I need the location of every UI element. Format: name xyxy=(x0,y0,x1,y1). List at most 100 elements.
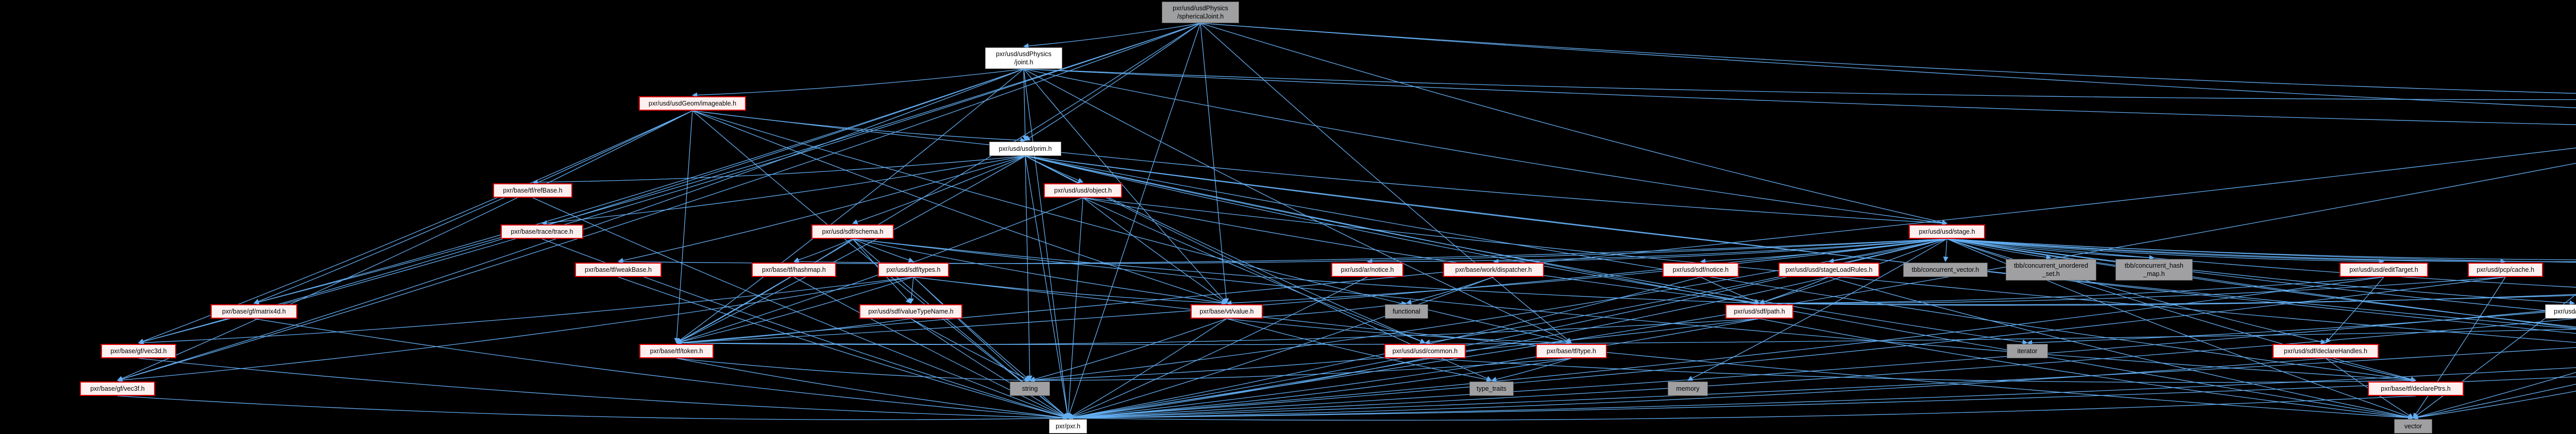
node-sdf_types[interactable]: pxr/usd/sdf/types.h xyxy=(878,263,949,277)
node-label: pxr/pxr.h xyxy=(1056,422,1080,430)
node-label: pxr/base/tf/weakBase.h xyxy=(585,266,652,273)
node-refbase[interactable]: pxr/base/tf/refBase.h xyxy=(493,183,572,198)
edge-declhandles-declptrs xyxy=(2325,358,2417,383)
edge-phys_tokens-tftoken xyxy=(675,147,2576,345)
node-sdf_notice[interactable]: pxr/usd/sdf/notice.h xyxy=(1663,263,1739,277)
node-typetraits[interactable]: type_traits xyxy=(1469,381,1514,396)
edge-root-prim xyxy=(1025,23,1201,141)
node-tftoken[interactable]: pxr/base/tf/token.h xyxy=(639,344,714,358)
edge-stage-primflags xyxy=(1946,238,2576,327)
edge-object-vtvalue xyxy=(1082,197,1227,304)
edge-prim-weakbase xyxy=(617,155,1026,264)
node-trace[interactable]: pxr/base/trace/trace.h xyxy=(501,224,583,239)
node-label: pxr/usd/ar/ar.h xyxy=(2554,307,2576,315)
node-prim[interactable]: pxr/usd/usd/prim.h xyxy=(989,142,1061,156)
node-iterator[interactable]: iterator xyxy=(2007,344,2048,358)
edge-popmask-pxrh xyxy=(1067,307,2576,421)
edge-imageable-matrix4d xyxy=(253,110,693,304)
node-label: pxr/usd/usdPhysics /sphericalJoint.h xyxy=(1173,4,1228,20)
node-label: functional xyxy=(1393,307,1420,315)
node-label: tbb/concurrent_vector.h xyxy=(1911,266,1979,273)
node-matrix4d[interactable]: pxr/base/gf/matrix4d.h xyxy=(211,304,297,319)
node-label: pxr/base/gf/matrix4d.h xyxy=(222,307,286,315)
edge-sdf_types-vtvalue xyxy=(913,276,1228,306)
edge-stage-tbb_uset xyxy=(1946,238,2052,260)
edge-tftype-pxrh xyxy=(1067,358,1572,421)
edge-dispatcher-pxrh xyxy=(1067,276,1494,420)
node-sdfpath[interactable]: pxr/usd/sdf/path.h xyxy=(1725,304,1793,319)
node-tftype[interactable]: pxr/base/tf/type.h xyxy=(1536,344,1607,358)
node-string[interactable]: string xyxy=(1010,381,1050,396)
node-label: pxr/usd/sdf/valueTypeName.h xyxy=(868,307,954,315)
edge-stage-arar xyxy=(1946,238,2575,306)
edge-vtn-string xyxy=(910,318,1030,381)
edge-weakbase-pxrh xyxy=(618,276,1069,420)
edge-refbase-pxrh xyxy=(532,197,1069,419)
edge-vtn-pxrh xyxy=(910,318,1069,419)
node-root[interactable]: pxr/usd/usdPhysics /sphericalJoint.h xyxy=(1162,2,1239,23)
node-stage[interactable]: pxr/usd/usd/stage.h xyxy=(1909,224,1985,239)
node-weakbase[interactable]: pxr/base/tf/weakBase.h xyxy=(575,263,662,277)
node-vector[interactable]: vector xyxy=(2394,419,2432,433)
node-tbb_uset[interactable]: tbb/concurrent_unordered _set.h xyxy=(2006,259,2096,281)
node-functional[interactable]: functional xyxy=(1385,304,1428,319)
edge-sdf_types-vec3f xyxy=(116,276,914,383)
node-joint[interactable]: pxr/usd/usdPhysics /joint.h xyxy=(985,47,1062,69)
edge-sdf_types-vec3d xyxy=(138,276,914,345)
node-vtvalue[interactable]: pxr/base/vt/value.h xyxy=(1191,304,1263,319)
node-label: pxr/base/tf/hashmap.h xyxy=(762,266,826,273)
edge-pcpcache-vector xyxy=(2413,276,2506,419)
edge-imageable-tftoken xyxy=(674,110,693,344)
node-label: tbb/concurrent_hash _map.h xyxy=(2125,262,2183,277)
node-label: type_traits xyxy=(1477,385,1506,392)
edge-declhandles-pxrh xyxy=(1067,358,2326,421)
edge-common-pxrh xyxy=(1067,358,1426,420)
edge-joint-pxrh xyxy=(1023,68,1070,419)
edge-joint-prim xyxy=(1022,68,1028,142)
node-tbb_vec[interactable]: tbb/concurrent_vector.h xyxy=(1903,263,1988,277)
node-vec3f[interactable]: pxr/base/gf/vec3f.h xyxy=(80,381,155,396)
node-label: vector xyxy=(2404,422,2422,430)
node-label: pxr/usd/ar/notice.h xyxy=(1341,266,1394,273)
edge-object-pxrh xyxy=(1065,197,1083,419)
node-ar_notice[interactable]: pxr/usd/ar/notice.h xyxy=(1331,263,1403,277)
node-label: pxr/base/tf/type.h xyxy=(1547,347,1596,355)
edge-edittarget-sdfpath xyxy=(1758,276,2384,306)
edge-root-vec3f xyxy=(117,23,1201,382)
node-label: pxr/usd/usdPhysics /joint.h xyxy=(996,50,1052,66)
edge-root-phys_api xyxy=(1200,23,2576,109)
node-pcpcache[interactable]: pxr/usd/pcp/cache.h xyxy=(2468,263,2543,277)
node-declhandles[interactable]: pxr/usd/sdf/declareHandles.h xyxy=(2273,344,2379,358)
edge-stage-weakbase xyxy=(617,238,1947,265)
node-label: string xyxy=(1022,385,1038,392)
node-vec3d[interactable]: pxr/base/gf/vec3d.h xyxy=(101,344,176,358)
edge-tftoken-pxrh xyxy=(676,358,1069,421)
node-dispatcher[interactable]: pxr/base/work/dispatcher.h xyxy=(1443,263,1544,277)
edge-imageable-vec3f xyxy=(117,110,693,381)
edge-sdf_types-pxrh xyxy=(913,276,1069,419)
node-imageable[interactable]: pxr/usd/usdGeom/imageable.h xyxy=(639,96,746,111)
node-edittarget[interactable]: pxr/usd/usd/editTarget.h xyxy=(2340,263,2428,277)
edge-schema-sdf_types xyxy=(852,238,914,263)
node-schema[interactable]: pxr/usd/sdf/schema.h xyxy=(811,224,894,239)
edge-stage-common xyxy=(1424,238,1947,345)
node-declptrs[interactable]: pxr/base/tf/declarePtrs.h xyxy=(2368,381,2464,396)
edge-prim-schema xyxy=(852,155,1026,224)
edge-imageable-tftype xyxy=(692,110,1572,345)
node-pxrh[interactable]: pxr/pxr.h xyxy=(1049,419,1087,433)
node-label: pxr/usd/pcp/cache.h xyxy=(2477,266,2534,273)
node-hashmap[interactable]: pxr/base/tf/hashmap.h xyxy=(752,263,836,277)
node-arar[interactable]: pxr/usd/ar/ar.h xyxy=(2545,304,2576,319)
node-loadrules[interactable]: pxr/usd/usd/stageLoadRules.h xyxy=(1778,263,1879,277)
node-tbb_hmap[interactable]: tbb/concurrent_hash _map.h xyxy=(2115,259,2193,281)
node-memory[interactable]: memory xyxy=(1668,381,1708,396)
node-common[interactable]: pxr/usd/usd/common.h xyxy=(1384,344,1466,358)
node-object[interactable]: pxr/usd/usd/object.h xyxy=(1044,183,1122,198)
edge-interp-pxrh xyxy=(1067,376,2576,421)
edge-sdf_notice-sdfpath xyxy=(1700,276,1760,304)
node-vtn[interactable]: pxr/usd/sdf/valueTypeName.h xyxy=(859,304,962,319)
edge-vtvalue-tftype xyxy=(1226,318,1572,345)
edge-root-tftype xyxy=(1200,23,1572,343)
node-label: pxr/usd/sdf/declareHandles.h xyxy=(2284,347,2367,355)
